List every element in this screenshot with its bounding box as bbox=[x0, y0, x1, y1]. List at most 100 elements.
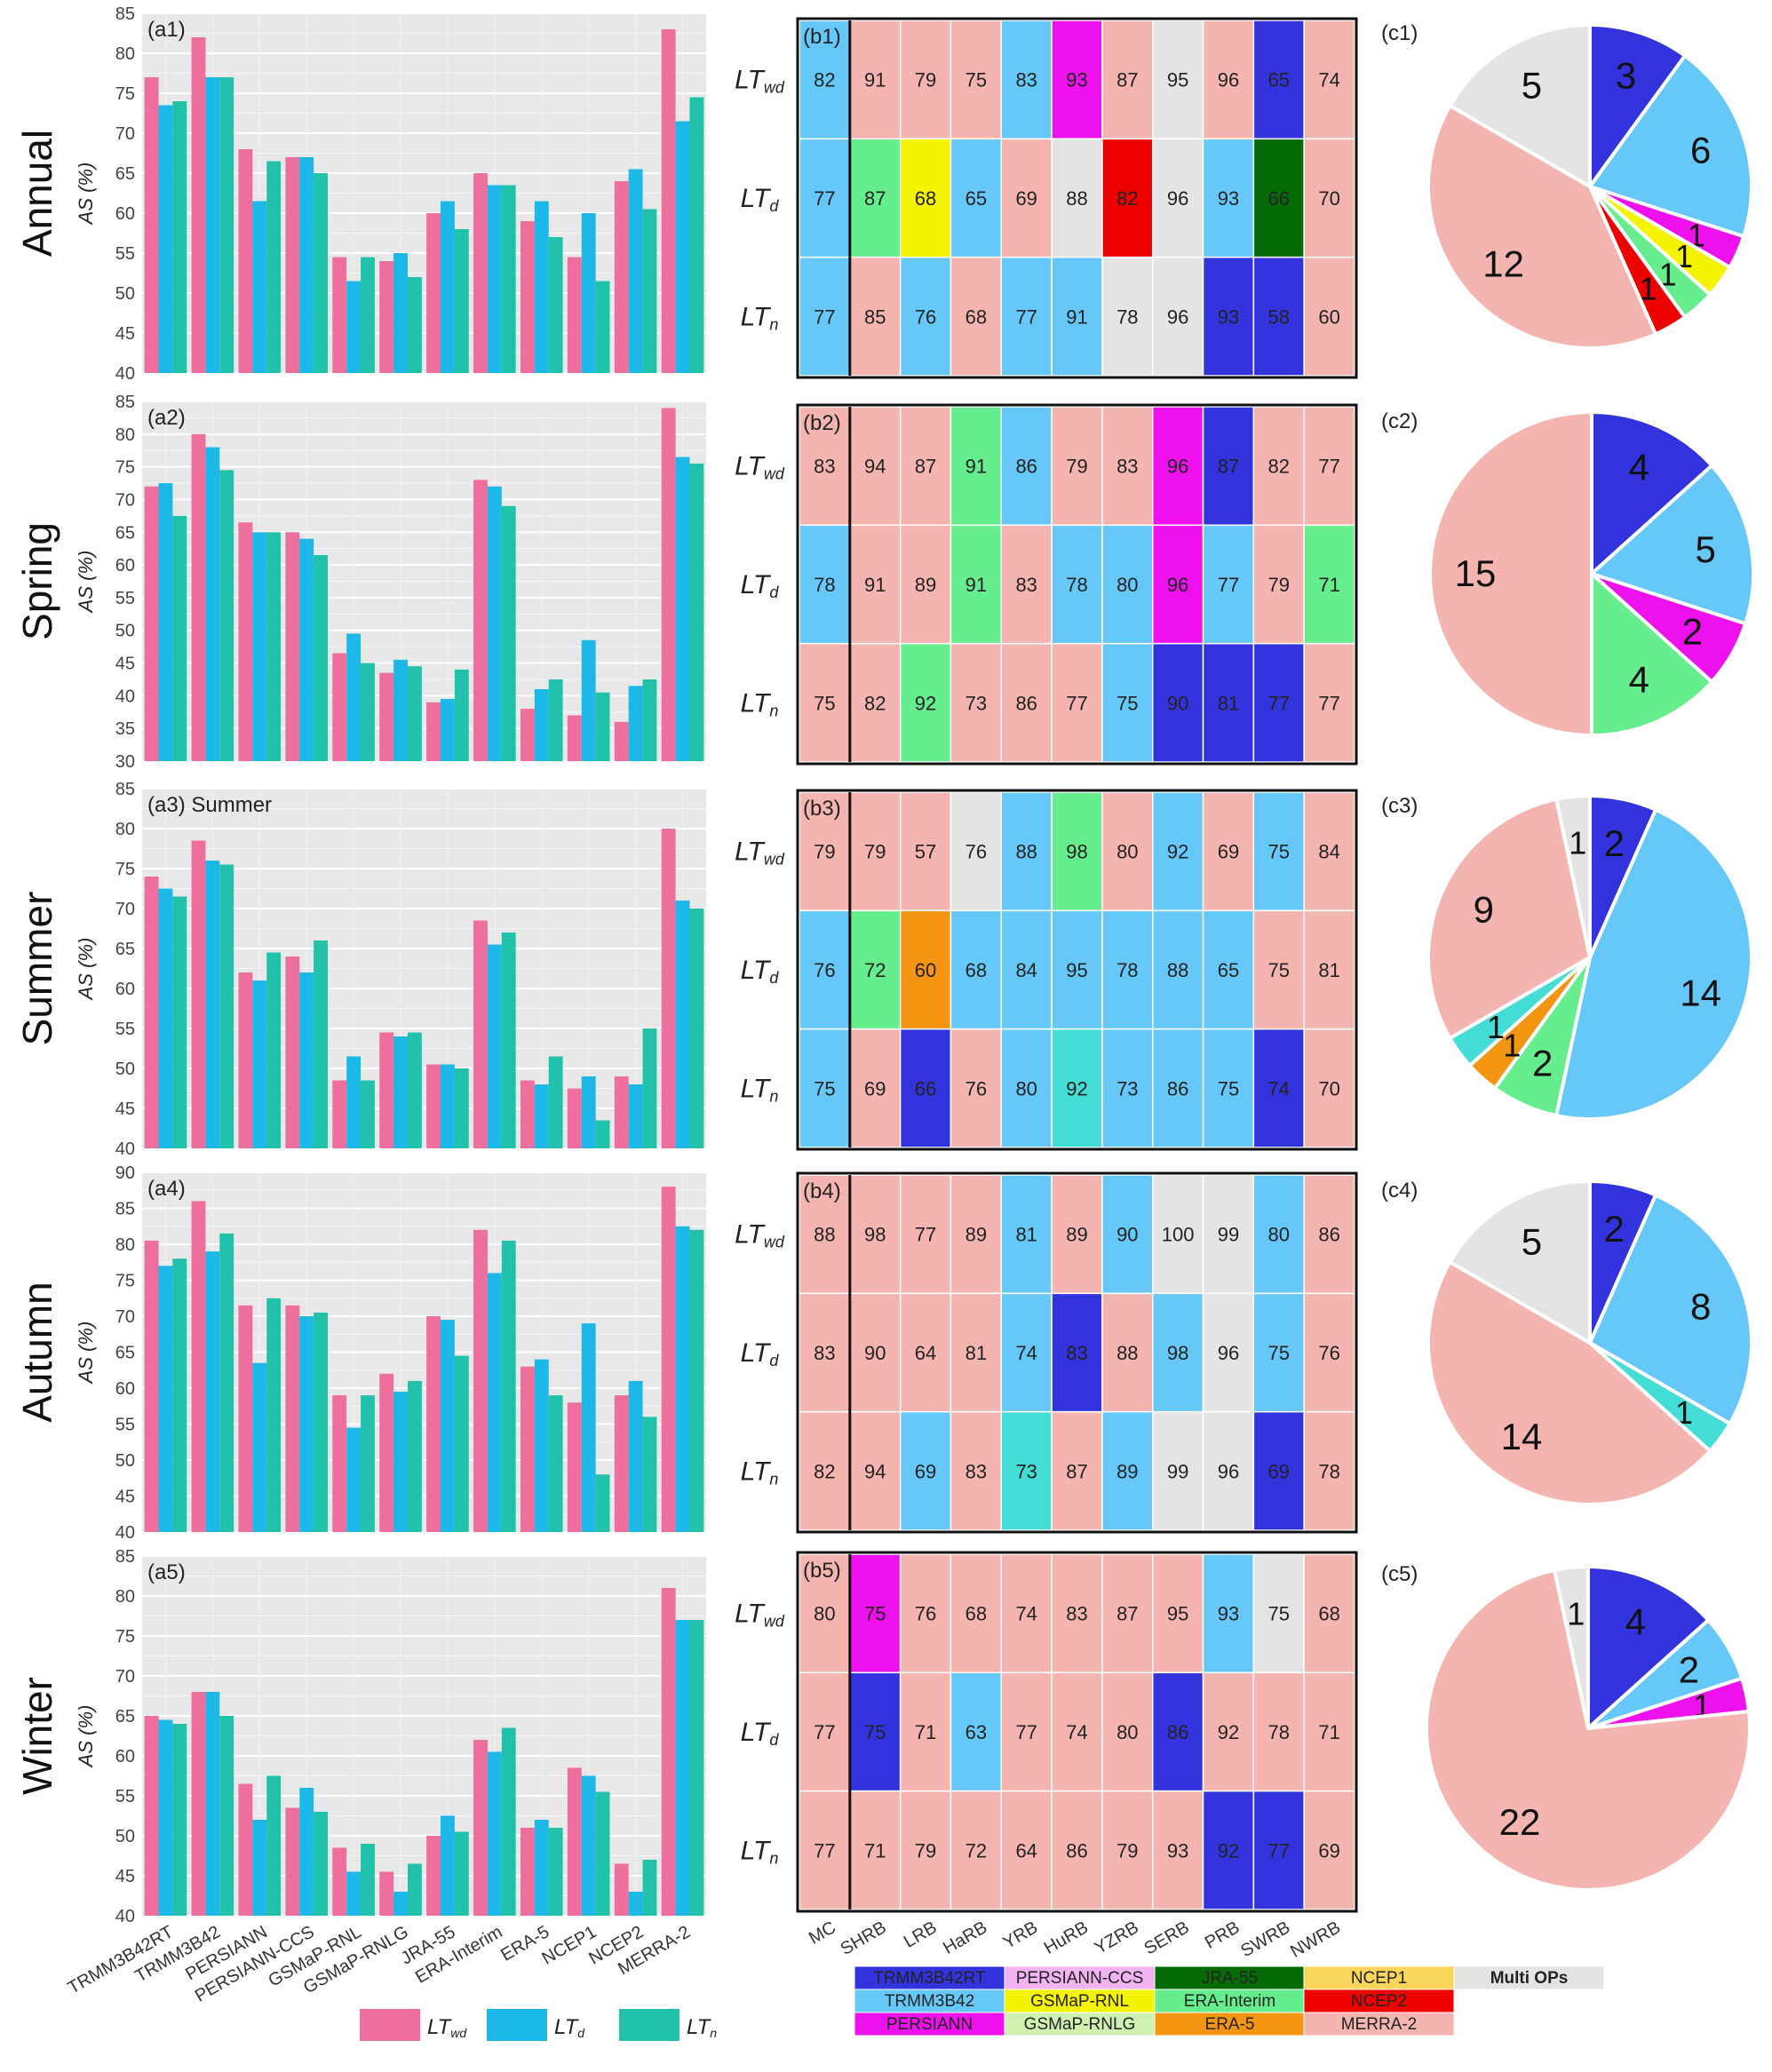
heat-value: 74 bbox=[1066, 1721, 1087, 1743]
bar-LTd-GSMaP-RNLG bbox=[393, 1392, 408, 1532]
op-legend-label: PERSIANN-CCS bbox=[1016, 1969, 1144, 1988]
heat-cell bbox=[1151, 256, 1204, 377]
bar-LTd-ERA-Interim bbox=[487, 1751, 502, 1916]
pie-label: 2 bbox=[1604, 1208, 1625, 1250]
bar-LTn-GSMaP-RNLG bbox=[407, 277, 422, 373]
heat-value: 79 bbox=[915, 69, 936, 91]
op-legend-label: PERSIANN bbox=[886, 2015, 973, 2034]
op-legend-swatch bbox=[1303, 2012, 1455, 2036]
heat-value: 87 bbox=[1066, 1460, 1087, 1482]
bar-LTwd-MERRA-2 bbox=[661, 1187, 676, 1532]
heat-cell bbox=[899, 791, 952, 912]
heat-value: 66 bbox=[915, 1077, 936, 1100]
heat-cell bbox=[1000, 524, 1053, 645]
heat-value: 90 bbox=[864, 1342, 886, 1364]
y-tick-label: 75 bbox=[115, 84, 135, 104]
y-tick-label: 60 bbox=[115, 556, 135, 576]
bar-LTd-MERRA-2 bbox=[675, 121, 690, 373]
heat-value: 99 bbox=[1167, 1460, 1188, 1482]
heat-value: 98 bbox=[864, 1224, 886, 1246]
heat-cell bbox=[950, 791, 1003, 912]
bar-LTd-NCEP1 bbox=[581, 1076, 596, 1148]
heat-cell bbox=[950, 406, 1003, 527]
heat-cell bbox=[1303, 1292, 1355, 1413]
heat-cell bbox=[1252, 1790, 1305, 1910]
bar-LTwd-NCEP1 bbox=[567, 257, 582, 373]
heat-cell bbox=[899, 138, 952, 258]
bar-LTwd-TRMM3B42RT bbox=[144, 877, 159, 1148]
heat-value: 78 bbox=[1116, 959, 1138, 981]
bar-LTn-TRMM3B42 bbox=[219, 1233, 234, 1532]
heat-cell bbox=[849, 909, 902, 1030]
heat-cell bbox=[799, 1790, 851, 1910]
y-tick-label: 75 bbox=[115, 860, 135, 879]
pie-label: 22 bbox=[1499, 1801, 1541, 1843]
bar-LTn-NCEP1 bbox=[595, 1791, 610, 1916]
bar-LTn-TRMM3B42 bbox=[219, 77, 234, 373]
season-label: Autumn bbox=[14, 1282, 60, 1423]
legend-label-LTn: LTn bbox=[687, 2015, 717, 2040]
heat-cell bbox=[950, 1790, 1003, 1910]
heat-value: 93 bbox=[1066, 69, 1087, 91]
bar-LTn-TRMM3B42 bbox=[219, 1716, 234, 1916]
bar-LTn-MERRA-2 bbox=[689, 463, 704, 761]
season-label: Winter bbox=[14, 1677, 60, 1795]
y-tick-label: 65 bbox=[115, 1707, 135, 1727]
bar-LTn-PERSIANN bbox=[266, 532, 282, 761]
heatmap-border bbox=[796, 789, 1358, 1151]
op-legend-label: GSMaP-RNL bbox=[1030, 1992, 1129, 2011]
pie-slice bbox=[1586, 1564, 1712, 1733]
region-tick-label: SHRB bbox=[838, 1917, 890, 1959]
bar-LTd-PERSIANN bbox=[252, 980, 267, 1148]
bar-LTwd-MERRA-2 bbox=[661, 408, 676, 761]
pie-slice bbox=[1447, 1179, 1592, 1346]
panel-label: (c2) bbox=[1381, 409, 1418, 433]
heat-value: 81 bbox=[1015, 1224, 1037, 1246]
bar-LTd-JRA-55 bbox=[441, 1320, 455, 1532]
y-tick-label: 35 bbox=[115, 719, 135, 739]
pie-slice bbox=[1590, 569, 1715, 738]
panel-label: (a5) bbox=[147, 1560, 186, 1584]
heat-value: 84 bbox=[1015, 959, 1037, 981]
heat-cell bbox=[1151, 1790, 1204, 1910]
bar-LTwd-PERSIANN-CCS bbox=[285, 1305, 300, 1532]
heat-value: 86 bbox=[1015, 692, 1037, 714]
op-legend-swatch bbox=[1154, 1989, 1306, 2013]
y-tick-label: 85 bbox=[115, 1200, 135, 1219]
y-tick-label: 70 bbox=[115, 1307, 135, 1327]
heat-value: 88 bbox=[1015, 841, 1037, 863]
heat-cell bbox=[1000, 20, 1053, 140]
heat-value: 86 bbox=[1167, 1077, 1188, 1100]
bar-LTn-GSMaP-RNL bbox=[361, 663, 375, 761]
heat-cell bbox=[1101, 1410, 1154, 1531]
heat-value: 77 bbox=[1268, 692, 1290, 714]
bar-LTwd-NCEP2 bbox=[614, 181, 629, 373]
y-tick-label: 70 bbox=[115, 900, 135, 919]
panel-label: (c4) bbox=[1381, 1179, 1418, 1203]
y-tick-label: 85 bbox=[115, 4, 135, 24]
heat-value: 88 bbox=[1066, 187, 1087, 210]
panel-label: (a3) Summer bbox=[147, 793, 272, 817]
bar-LTd-MERRA-2 bbox=[675, 1620, 690, 1916]
bar-panel-a3: 40 45 50 55 60 65 70 75 80 85 (a3) Summer Summer AS … bbox=[14, 780, 706, 1159]
heat-value: 77 bbox=[1268, 1839, 1290, 1862]
pie-label: 14 bbox=[1501, 1416, 1543, 1457]
heat-cell bbox=[1151, 1410, 1204, 1531]
heat-cell bbox=[1051, 256, 1103, 377]
bar-LTn-ERA-5 bbox=[548, 679, 563, 761]
op-legend-swatch bbox=[1004, 2012, 1156, 2036]
heat-value: 94 bbox=[864, 1460, 886, 1482]
bar-LTwd-MERRA-2 bbox=[661, 1588, 676, 1916]
season-label: Annual bbox=[14, 130, 60, 257]
heat-cell bbox=[849, 524, 902, 645]
heatmap-border bbox=[796, 1551, 1358, 1913]
y-tick-label: 50 bbox=[115, 284, 135, 304]
bar-LTwd-TRMM3B42 bbox=[191, 1201, 206, 1532]
heatmap-b1: 82 91 79 75 83 93 87 95 96 65 74 LTwd 77 87 68 65 69 88 82… bbox=[735, 17, 1358, 379]
bar-LTd-PERSIANN-CCS bbox=[299, 1316, 314, 1532]
pie-label: 8 bbox=[1690, 1286, 1711, 1328]
heat-cell bbox=[1051, 1410, 1103, 1531]
bar-LTwd-ERA-5 bbox=[520, 1366, 535, 1532]
heat-cell bbox=[1151, 791, 1204, 912]
